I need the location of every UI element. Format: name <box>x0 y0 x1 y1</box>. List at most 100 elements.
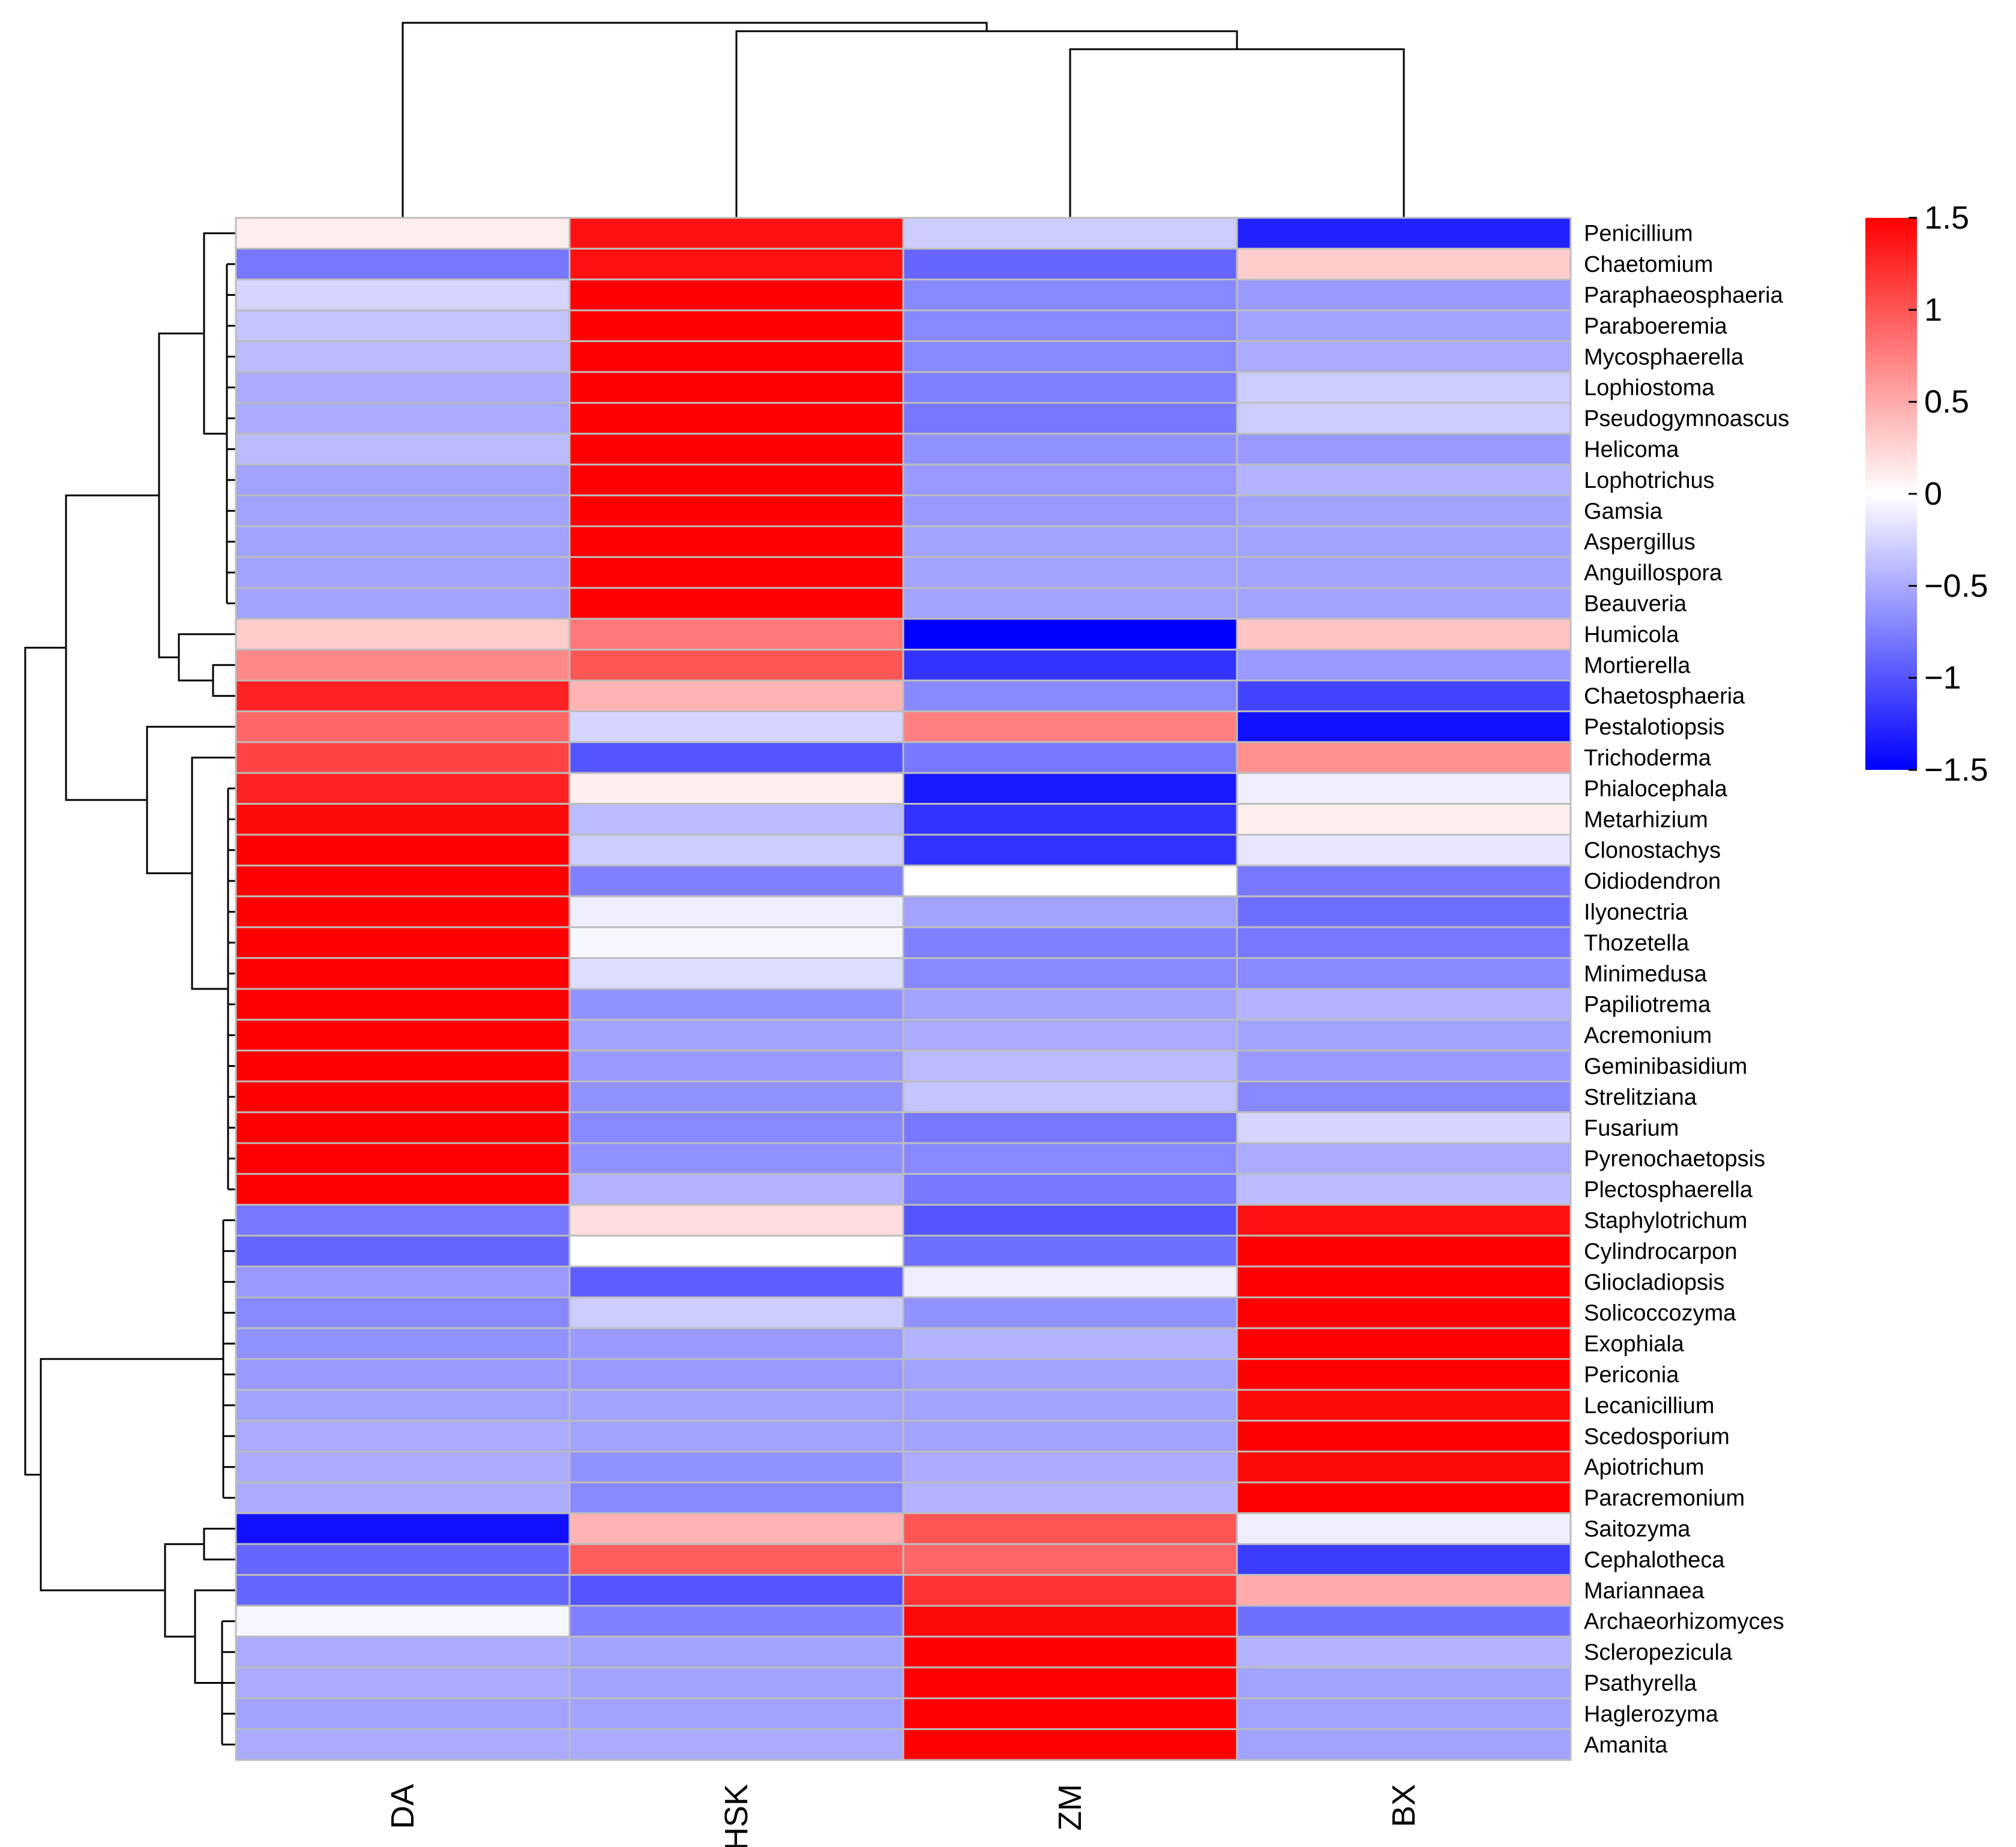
row-label: Mycosphaerella <box>1584 344 1744 370</box>
heatmap-cell <box>235 649 571 682</box>
row-label: Solicoccozyma <box>1584 1301 1736 1326</box>
heatmap-cell <box>1236 1481 1572 1515</box>
heatmap-cell <box>235 433 571 466</box>
heatmap-cell <box>1236 1327 1572 1360</box>
heatmap-cell <box>902 895 1238 928</box>
heatmap-cell <box>1236 1018 1572 1052</box>
heatmap-cell <box>568 864 904 898</box>
heatmap-cell <box>568 278 904 311</box>
row-label: Scedosporium <box>1584 1424 1730 1449</box>
heatmap-cell <box>902 1327 1238 1360</box>
heatmap-cell <box>568 1204 904 1237</box>
heatmap-cells <box>235 217 1572 1761</box>
heatmap-cell <box>1236 309 1572 343</box>
heatmap-cell <box>1236 957 1572 990</box>
heatmap-cell <box>1236 1512 1572 1545</box>
heatmap-cell <box>568 649 904 682</box>
heatmap-cell <box>235 1296 571 1329</box>
heatmap-cell <box>902 926 1238 960</box>
heatmap-cell <box>235 1142 571 1175</box>
heatmap-cell <box>568 741 904 774</box>
heatmap-cell <box>902 433 1238 466</box>
heatmap-cell <box>568 1666 904 1699</box>
row-label: Chaetomium <box>1584 252 1713 277</box>
heatmap-cell <box>1236 587 1572 620</box>
heatmap-cell <box>235 1605 571 1638</box>
heatmap-cell <box>568 1111 904 1144</box>
row-label: Lecanicillium <box>1584 1393 1715 1419</box>
row-label: Exophiala <box>1584 1332 1685 1357</box>
heatmap-cell <box>1236 864 1572 898</box>
heatmap-cell <box>235 278 571 311</box>
heatmap-cell <box>1236 649 1572 682</box>
heatmap-cell <box>568 309 904 343</box>
heatmap-cell <box>1236 1296 1572 1329</box>
heatmap-cell <box>1236 278 1572 311</box>
row-label: Oidiodendron <box>1584 869 1721 894</box>
heatmap-cell <box>568 1142 904 1175</box>
heatmap-cell <box>902 833 1238 866</box>
heatmap-cell <box>235 1389 571 1422</box>
heatmap-cell <box>1236 1605 1572 1638</box>
heatmap-cell <box>1236 772 1572 805</box>
heatmap-cell <box>902 1420 1238 1453</box>
heatmap-cell <box>568 1512 904 1545</box>
row-label: Anguillospora <box>1584 560 1723 586</box>
row-label: Ilyonectria <box>1584 900 1688 925</box>
heatmap-cell <box>1236 463 1572 497</box>
heatmap-cell <box>1236 247 1572 281</box>
heatmap-cell <box>568 926 904 960</box>
column-label: ZM <box>1052 1784 1088 1831</box>
row-label: Gliocladiopsis <box>1584 1270 1724 1295</box>
column-labels: DA HSK ZM BX <box>385 1784 1422 1847</box>
row-label: Saitozyma <box>1584 1517 1691 1542</box>
heatmap-cell <box>235 1543 571 1576</box>
heatmap-cell <box>235 617 571 651</box>
heatmap-cell <box>568 1605 904 1638</box>
row-label: Phialocephala <box>1584 776 1728 802</box>
row-label: Clonostachys <box>1584 838 1721 863</box>
heatmap-cell <box>235 463 571 497</box>
heatmap-cell <box>1236 494 1572 527</box>
heatmap-cell <box>902 556 1238 589</box>
heatmap-cell <box>1236 1266 1572 1299</box>
heatmap-cell <box>235 1635 571 1669</box>
heatmap-cell <box>902 1234 1238 1268</box>
row-labels: Penicillium Chaetomium Paraphaeosphaeria Pa… <box>1584 221 1789 1758</box>
heatmap-cell <box>235 772 571 805</box>
heatmap-cell <box>1236 1204 1572 1237</box>
heatmap-cell <box>235 494 571 527</box>
heatmap-cell <box>568 401 904 435</box>
heatmap-cell <box>235 988 571 1021</box>
legend-color-bar <box>1865 218 1917 770</box>
row-label: Humicola <box>1584 622 1679 647</box>
heatmap-cell <box>568 895 904 928</box>
heatmap-cell <box>568 1574 904 1607</box>
row-label: Paracremonium <box>1584 1486 1745 1511</box>
heatmap-cell <box>902 1358 1238 1391</box>
heatmap-cell <box>235 217 571 250</box>
heatmap-cell <box>568 1728 904 1761</box>
heatmap-cell <box>902 371 1238 404</box>
heatmap-cell <box>235 401 571 435</box>
heatmap-cell <box>1236 401 1572 435</box>
row-label: Aspergillus <box>1584 530 1696 555</box>
heatmap-cell <box>902 741 1238 774</box>
heatmap-cell <box>235 710 571 743</box>
heatmap-cell <box>902 340 1238 373</box>
heatmap-cell <box>1236 1574 1572 1607</box>
heatmap-cell <box>568 525 904 558</box>
row-label: Thozetella <box>1584 931 1690 956</box>
heatmap-cell <box>902 1266 1238 1299</box>
heatmap-cell <box>1236 340 1572 373</box>
row-label: Apiotrichum <box>1584 1455 1705 1480</box>
heatmap-cell <box>568 247 904 281</box>
heatmap-cell <box>568 556 904 589</box>
heatmap-cell <box>902 1543 1238 1576</box>
row-label: Geminibasidium <box>1584 1054 1747 1080</box>
heatmap-cell <box>1236 1543 1572 1576</box>
heatmap-cell <box>902 525 1238 558</box>
heatmap-cell <box>235 1204 571 1237</box>
row-label: Mortierella <box>1584 653 1691 678</box>
